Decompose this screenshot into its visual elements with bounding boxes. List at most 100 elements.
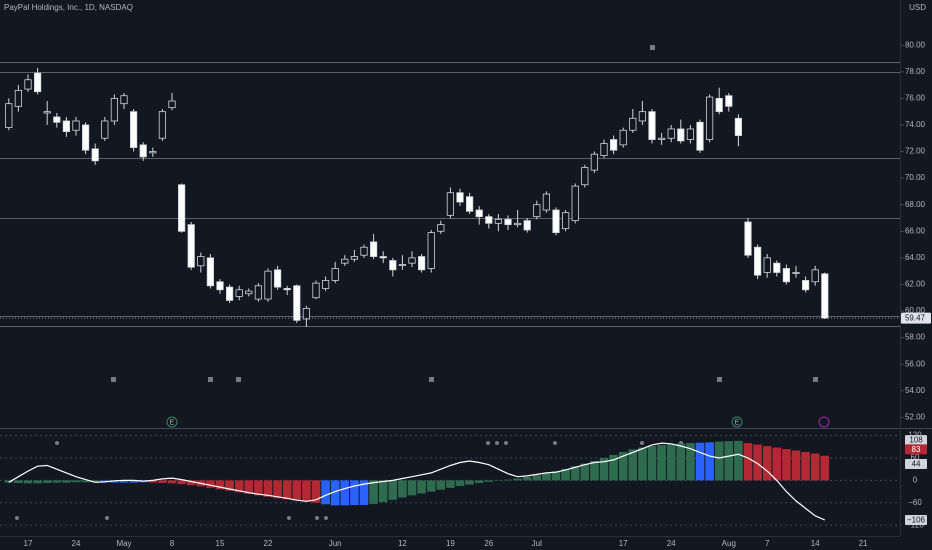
histogram-bar: [695, 442, 705, 481]
candle-body: [446, 192, 455, 216]
signal-dot: [315, 516, 319, 520]
candle-body: [754, 246, 762, 276]
candle-body: [782, 268, 791, 283]
histogram-bar: [129, 480, 138, 483]
y-tick-label: 76.00: [905, 93, 926, 102]
candle-body: [82, 124, 90, 151]
signal-square: [650, 45, 655, 50]
signal-dot: [640, 441, 644, 445]
candle-body: [110, 97, 118, 122]
event-marker[interactable]: [731, 416, 743, 428]
histogram-bar: [801, 452, 810, 481]
histogram-bar: [110, 480, 119, 483]
y-tick-label: 64.00: [905, 253, 926, 262]
candle-body: [43, 111, 51, 114]
histogram-bar: [292, 480, 302, 501]
candle-body: [101, 120, 109, 139]
histogram-bar: [81, 480, 90, 483]
candle-body: [360, 246, 368, 256]
candle-body: [629, 117, 637, 131]
histogram-bar: [263, 480, 273, 497]
candle-body: [187, 224, 195, 268]
candle-body: [610, 139, 618, 151]
y-tick-label: 54.00: [905, 386, 926, 395]
x-tick-label: 17: [619, 539, 628, 548]
signal-square: [111, 377, 116, 382]
histogram-bar: [42, 480, 52, 483]
y-tick-label: 58.00: [905, 333, 926, 342]
candle-body: [533, 204, 541, 218]
x-tick-label: Jun: [329, 539, 342, 548]
y2-tick-label: 0: [913, 475, 918, 484]
y-tick-label: 62.00: [905, 280, 926, 289]
candle-body: [62, 120, 71, 132]
histogram-bar: [407, 480, 417, 496]
histogram-bar: [503, 479, 513, 481]
candle-body: [158, 111, 166, 139]
y2-tick-label: 60: [911, 453, 920, 462]
signal-dot: [504, 441, 508, 445]
candle-body: [811, 269, 819, 283]
y-tick-label: 52.00: [905, 412, 926, 421]
candle-body: [590, 153, 599, 171]
axis-value-box: [905, 435, 927, 446]
signal-dots: [15, 441, 683, 520]
histogram-bar: [762, 446, 772, 481]
histogram-bar: [282, 480, 292, 500]
candle-body: [350, 256, 359, 260]
candle-body: [456, 192, 464, 203]
x-tick-label: 24: [667, 539, 676, 548]
candle-body: [475, 209, 483, 218]
histogram-bar: [734, 440, 743, 481]
event-label: E: [735, 419, 740, 426]
candle-body: [34, 72, 42, 93]
candle-body: [667, 128, 675, 139]
candle-body: [696, 121, 704, 151]
histogram-bar: [62, 480, 71, 483]
histogram-bar: [426, 480, 436, 492]
histogram-bar: [244, 480, 254, 494]
candle-body: [619, 129, 627, 146]
histogram-bar: [666, 444, 676, 481]
histogram-bar: [484, 480, 494, 482]
event-marker[interactable]: [166, 416, 178, 428]
histogram-bar: [455, 480, 465, 486]
histogram-bar: [167, 480, 177, 484]
histogram-bar: [4, 480, 14, 483]
candle-body: [715, 97, 723, 113]
event-marker[interactable]: [818, 416, 830, 428]
histogram-bar: [302, 480, 311, 502]
histogram-bar: [14, 480, 23, 483]
candle-body: [763, 257, 771, 273]
candle-body: [197, 256, 205, 267]
signal-squares: [111, 45, 818, 382]
axis-value-box: [905, 514, 927, 525]
histogram-bar: [340, 480, 350, 506]
histogram-bar: [350, 480, 359, 506]
last-price-box: [901, 312, 931, 324]
candle-body: [562, 212, 570, 230]
histogram-bar: [714, 441, 724, 481]
histogram-bar: [686, 443, 695, 481]
candle-body: [14, 89, 22, 107]
signal-dot: [324, 516, 328, 520]
x-tick-label: 7: [765, 539, 770, 548]
candle-body: [494, 218, 503, 224]
histogram-bar: [561, 468, 570, 481]
candle-body: [264, 270, 272, 300]
candle-body: [638, 111, 647, 122]
histogram-bar: [177, 480, 186, 485]
candle-body: [523, 220, 531, 231]
candle-body: [273, 269, 282, 288]
histogram-bar: [398, 480, 407, 498]
signal-square: [717, 377, 722, 382]
y-tick-label: 66.00: [905, 226, 926, 235]
candle-body: [792, 272, 800, 274]
x-tick-label: 15: [216, 539, 225, 548]
x-tick-label: 17: [24, 539, 33, 548]
candle-body: [504, 218, 512, 226]
x-tick-label: 12: [398, 539, 407, 548]
signal-square: [236, 377, 241, 382]
histogram-bar: [359, 480, 369, 506]
histogram-bar: [311, 480, 321, 503]
